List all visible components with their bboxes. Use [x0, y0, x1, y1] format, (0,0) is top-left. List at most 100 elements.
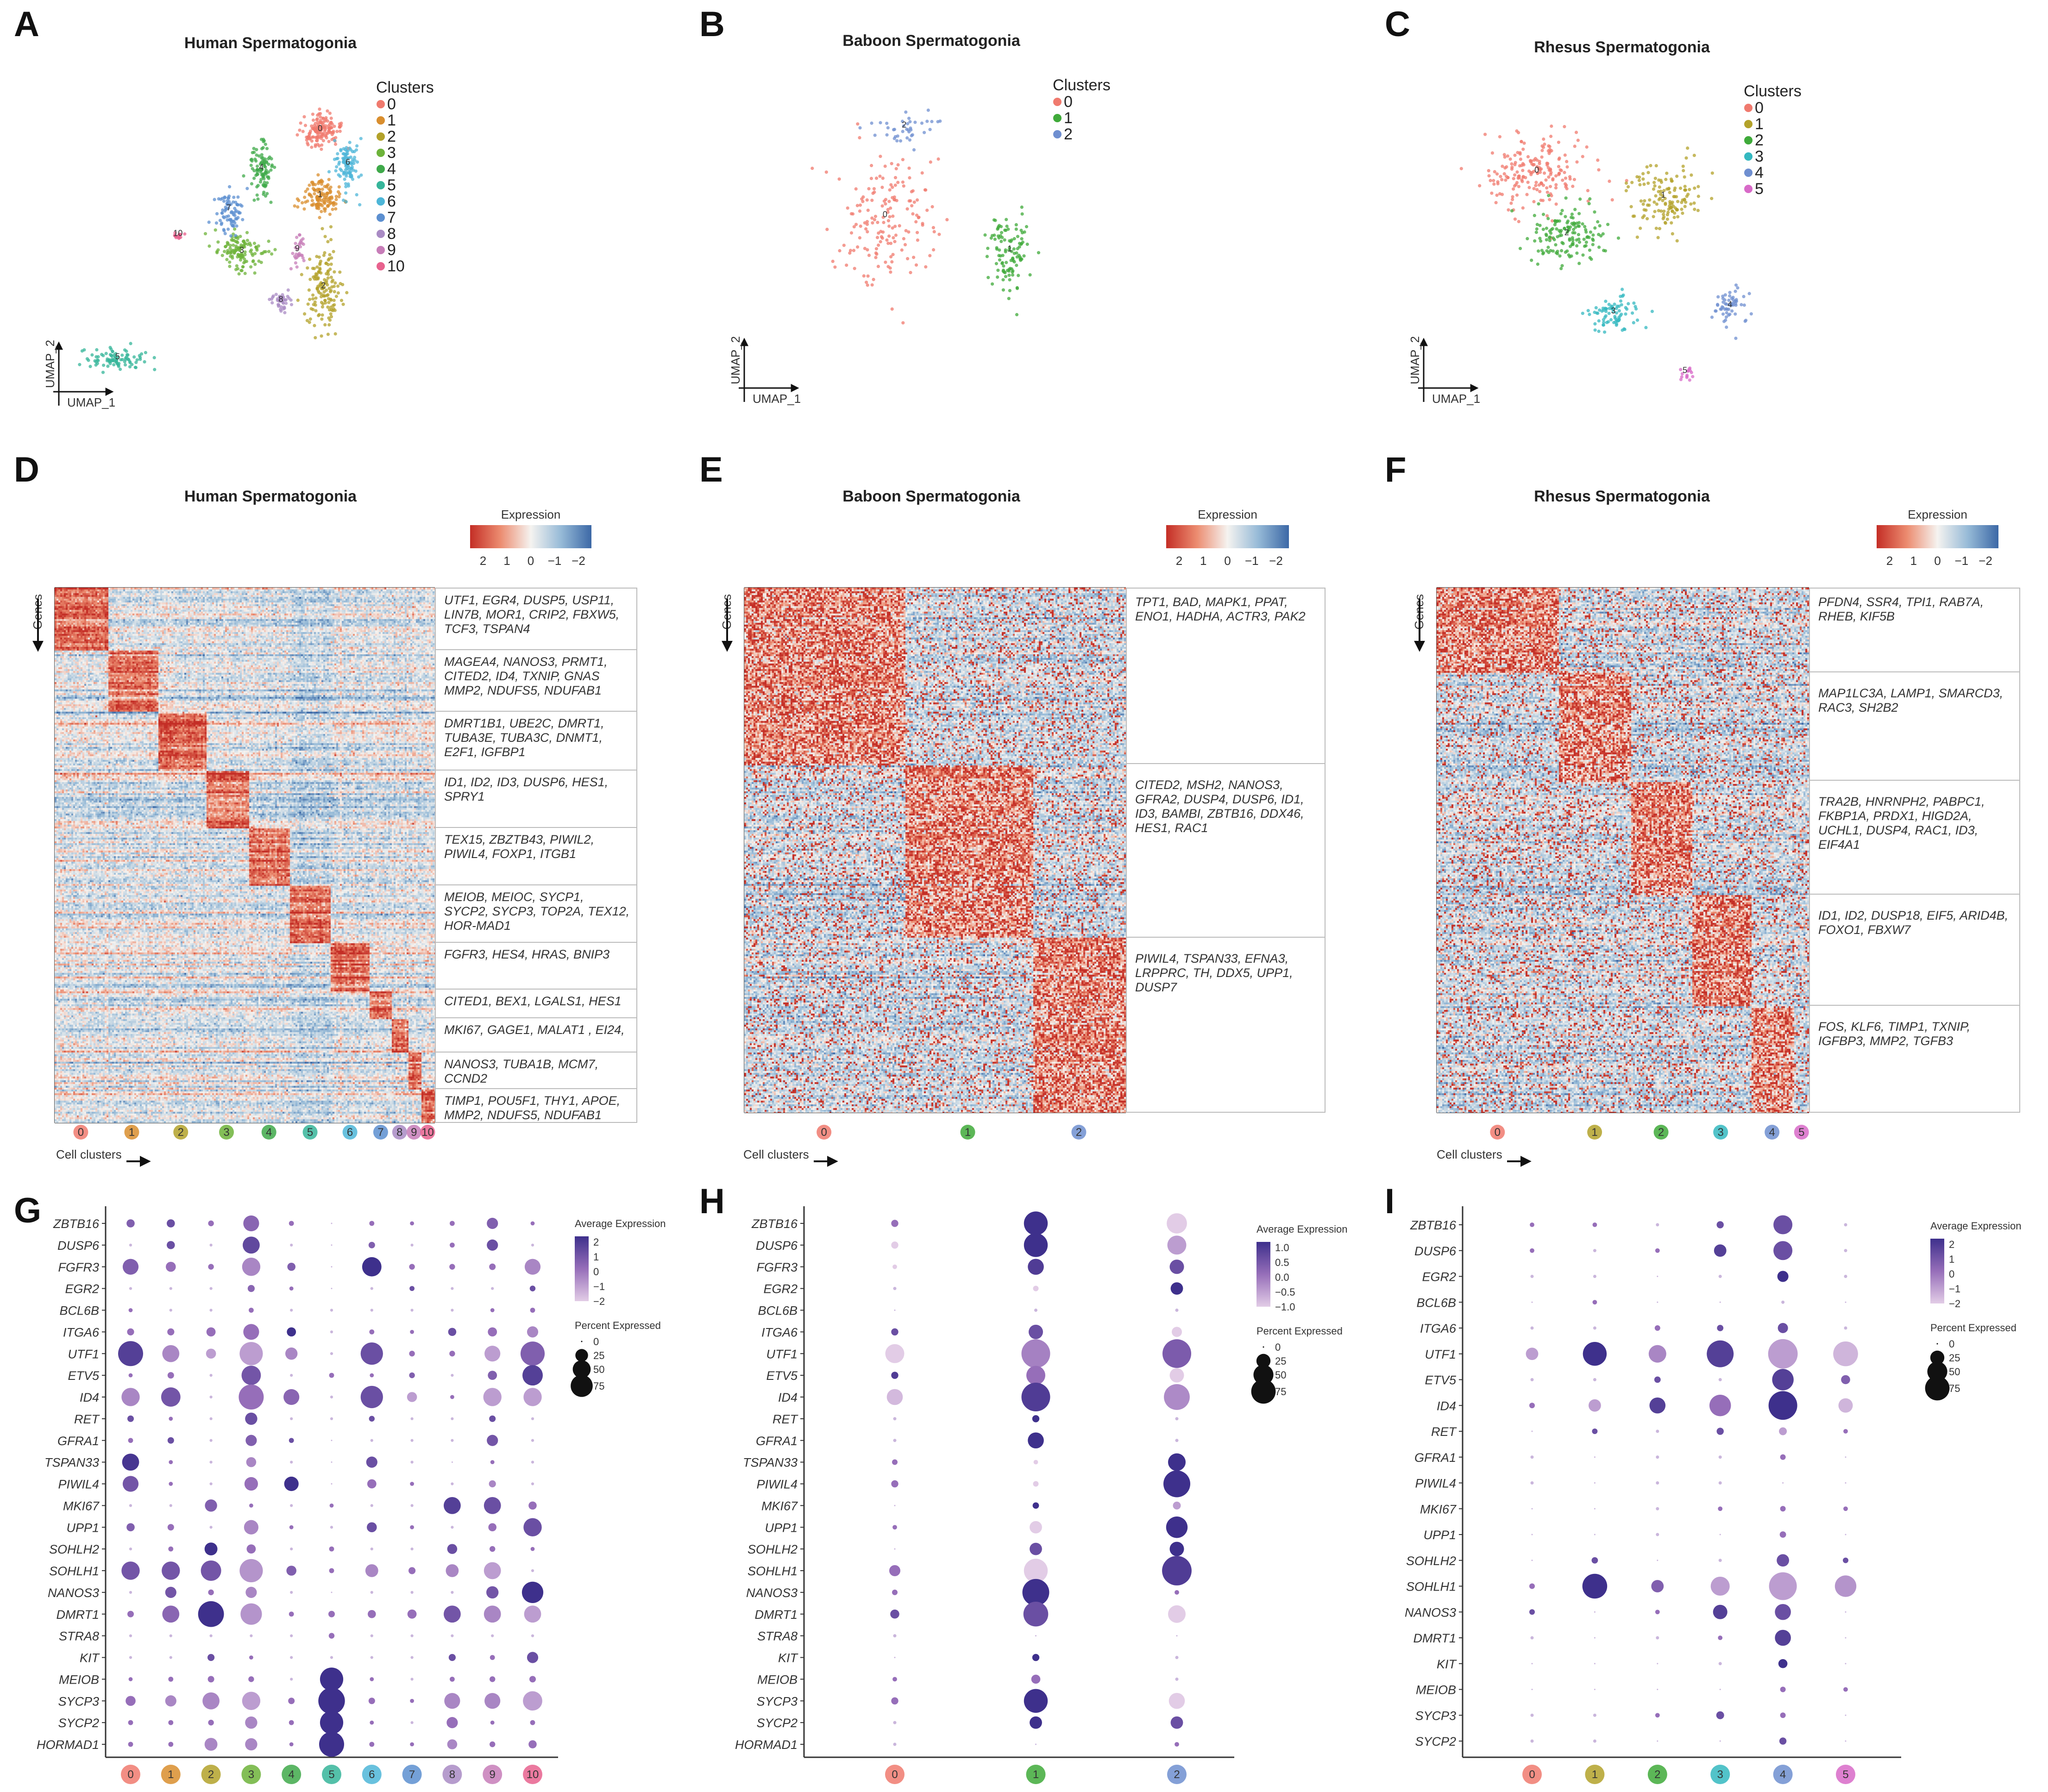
umap-point: [259, 138, 264, 141]
dot-id4-cluster-8: [450, 1395, 454, 1399]
umap-point: [1563, 125, 1566, 129]
umap-point: [302, 115, 306, 119]
umap-cluster-label: 1: [1007, 244, 1012, 253]
panel-title: Rhesus Spermatogonia: [1534, 38, 1710, 56]
dot-piwil4-cluster-0: [122, 1476, 139, 1492]
gene-label: ID4: [1437, 1399, 1456, 1413]
umap-point: [331, 304, 335, 307]
umap-point: [227, 196, 231, 200]
gene-label: SOHLH2: [748, 1542, 798, 1556]
umap-point: [326, 293, 330, 297]
dot-stra8-cluster-2: [1176, 1635, 1178, 1637]
cluster-badge-label: 2: [1654, 1768, 1660, 1781]
panel-letter-d: D: [14, 450, 39, 489]
umap-point: [227, 200, 231, 203]
umap-point: [908, 176, 911, 180]
dot-kit-cluster-9: [490, 1655, 495, 1660]
dot-meiob-cluster-4: [1780, 1686, 1786, 1692]
dot-sycp2-cluster-4: [289, 1720, 294, 1725]
size-legend-dot: [572, 1360, 591, 1378]
umap-point: [320, 199, 324, 202]
umap-point: [173, 234, 177, 238]
umap-point: [220, 222, 223, 226]
dot-stra8-cluster-5: [328, 1633, 335, 1639]
umap-point: [1571, 216, 1575, 220]
umap-point: [327, 258, 330, 262]
dot-kit-cluster-3: [1718, 1662, 1722, 1666]
umap-point: [1495, 194, 1499, 197]
umap-point: [1520, 140, 1523, 144]
dot-sycp2-cluster-1: [1030, 1716, 1042, 1729]
umap-point: [1591, 243, 1595, 246]
umap-point: [111, 350, 114, 354]
gene-label: SYCP2: [756, 1716, 798, 1730]
umap-point: [1721, 312, 1725, 316]
umap-point: [1521, 175, 1525, 178]
umap-point: [104, 351, 108, 356]
cluster-badge-label: 6: [369, 1768, 375, 1781]
umap-point: [123, 363, 127, 367]
dot-gfra1-cluster-2: [209, 1439, 213, 1442]
dot-utf1-cluster-1: [162, 1345, 180, 1362]
umap-point: [1540, 149, 1544, 152]
dot-egr2-cluster-6: [370, 1287, 373, 1290]
gene-label: ZBTB16: [53, 1217, 100, 1231]
umap-point: [1649, 164, 1652, 168]
dot-sohlh1-cluster-2: [1651, 1580, 1664, 1592]
umap-point: [215, 250, 219, 254]
umap-point: [306, 141, 309, 145]
umap-point: [1620, 303, 1623, 307]
umap-point: [1568, 177, 1572, 181]
dot-sohlh1-cluster-1: [162, 1561, 180, 1580]
umap-point: [1686, 146, 1690, 150]
umap-point: [1727, 307, 1731, 311]
umap-point: [1501, 164, 1504, 168]
umap-point: [1639, 199, 1643, 203]
umap-point: [898, 139, 903, 143]
umap-point: [328, 213, 332, 216]
umap-point: [945, 218, 949, 221]
size-legend-label: 25: [1949, 1352, 1960, 1364]
umap-point: [267, 250, 271, 253]
umap-point: [1515, 170, 1519, 174]
umap-point: [896, 134, 899, 138]
dot-sycp3-cluster-1: [1593, 1713, 1596, 1717]
umap-point: [329, 276, 333, 279]
umap-point: [1517, 185, 1520, 188]
umap-point: [107, 358, 111, 362]
umap-point: [261, 183, 265, 187]
umap-point: [900, 119, 905, 123]
umap-point: [293, 204, 296, 208]
dot-ret-cluster-0: [893, 1417, 897, 1421]
umap-point: [256, 184, 260, 188]
dot-sycp3-cluster-3: [1716, 1711, 1724, 1719]
umap-point: [1653, 210, 1657, 213]
umap-point: [279, 305, 283, 309]
umap-point: [337, 195, 341, 199]
umap-point: [245, 238, 249, 242]
dot-etv5-cluster-1: [167, 1372, 174, 1379]
cluster-badge: [322, 1765, 341, 1784]
umap-point: [138, 356, 142, 359]
umap-point: [301, 256, 305, 260]
umap-point: [849, 231, 854, 235]
umap-point: [1560, 209, 1564, 213]
legend-item-label: 4: [1755, 164, 1764, 182]
umap-point: [326, 276, 330, 280]
umap-point: [342, 170, 346, 174]
umap-point: [1598, 224, 1602, 228]
umap-point: [1648, 198, 1652, 202]
umap-point: [1680, 372, 1684, 376]
dot-mki67-cluster-2: [205, 1499, 217, 1512]
dot-upp1-cluster-0: [126, 1523, 135, 1532]
umap-point: [153, 368, 157, 371]
marker-gene-list: TPT1, BAD, MAPK1, PPAT, ENO1, HADHA, ACT…: [1126, 588, 1326, 764]
umap-point: [228, 246, 232, 250]
umap-point: [1627, 302, 1630, 306]
avg-expression-colorbar: [1930, 1239, 1944, 1303]
umap-point: [1014, 223, 1018, 226]
umap-point: [1652, 181, 1656, 184]
legend-item-label: 9: [387, 241, 396, 259]
umap-point: [1506, 154, 1509, 158]
umap-point: [1022, 254, 1026, 258]
